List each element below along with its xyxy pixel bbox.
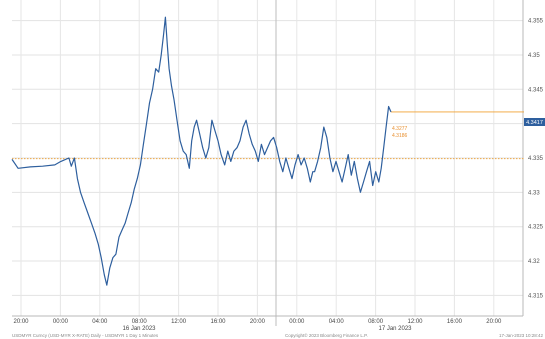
y-tick-label: 4.325 — [528, 225, 544, 231]
y-tick-label: 4.345 — [528, 87, 544, 93]
x-tick-label: 00:00 — [289, 319, 305, 325]
y-tick-label: 4.335 — [528, 156, 544, 162]
date-label: 17 Jan 2023 — [378, 326, 412, 332]
date-label: 16 Jan 2023 — [122, 326, 156, 332]
y-tick-label: 4.32 — [528, 259, 540, 265]
footer-right: 17-Jan-2023 10:28:42 — [499, 333, 544, 338]
y-tick-label: 4.315 — [528, 293, 544, 299]
x-tick-label: 16:00 — [210, 319, 226, 325]
x-tick-label: 08:00 — [368, 319, 384, 325]
x-tick-label: 04:00 — [329, 319, 345, 325]
x-tick-label: 20:00 — [486, 319, 502, 325]
last-price-tag: 4.3417 — [524, 118, 545, 126]
x-tick-label: 00:00 — [53, 319, 69, 325]
x-tick-label: 12:00 — [407, 319, 423, 325]
footer-center: Copyright© 2023 Bloomberg Finance L.P. — [285, 332, 368, 338]
x-tick-label: 12:00 — [171, 319, 187, 325]
x-tick-label: 16:00 — [447, 319, 463, 325]
x-tick-label: 20:00 — [250, 319, 266, 325]
annotation-upper: 4.3277 — [392, 126, 408, 132]
last-price-tag-text: 4.3417 — [526, 120, 543, 126]
annotation-lower: 4.3186 — [392, 133, 408, 139]
x-tick-label: 20:00 — [13, 319, 29, 325]
y-tick-label: 4.35 — [528, 53, 540, 59]
footer-left: USDMYR Curncy (USD-MYR X-RATE) Daily - U… — [12, 333, 159, 338]
x-tick-label: 04:00 — [92, 319, 108, 325]
x-tick-label: 08:00 — [132, 319, 148, 325]
y-tick-label: 4.33 — [528, 190, 540, 196]
y-tick-label: 4.355 — [528, 19, 544, 25]
